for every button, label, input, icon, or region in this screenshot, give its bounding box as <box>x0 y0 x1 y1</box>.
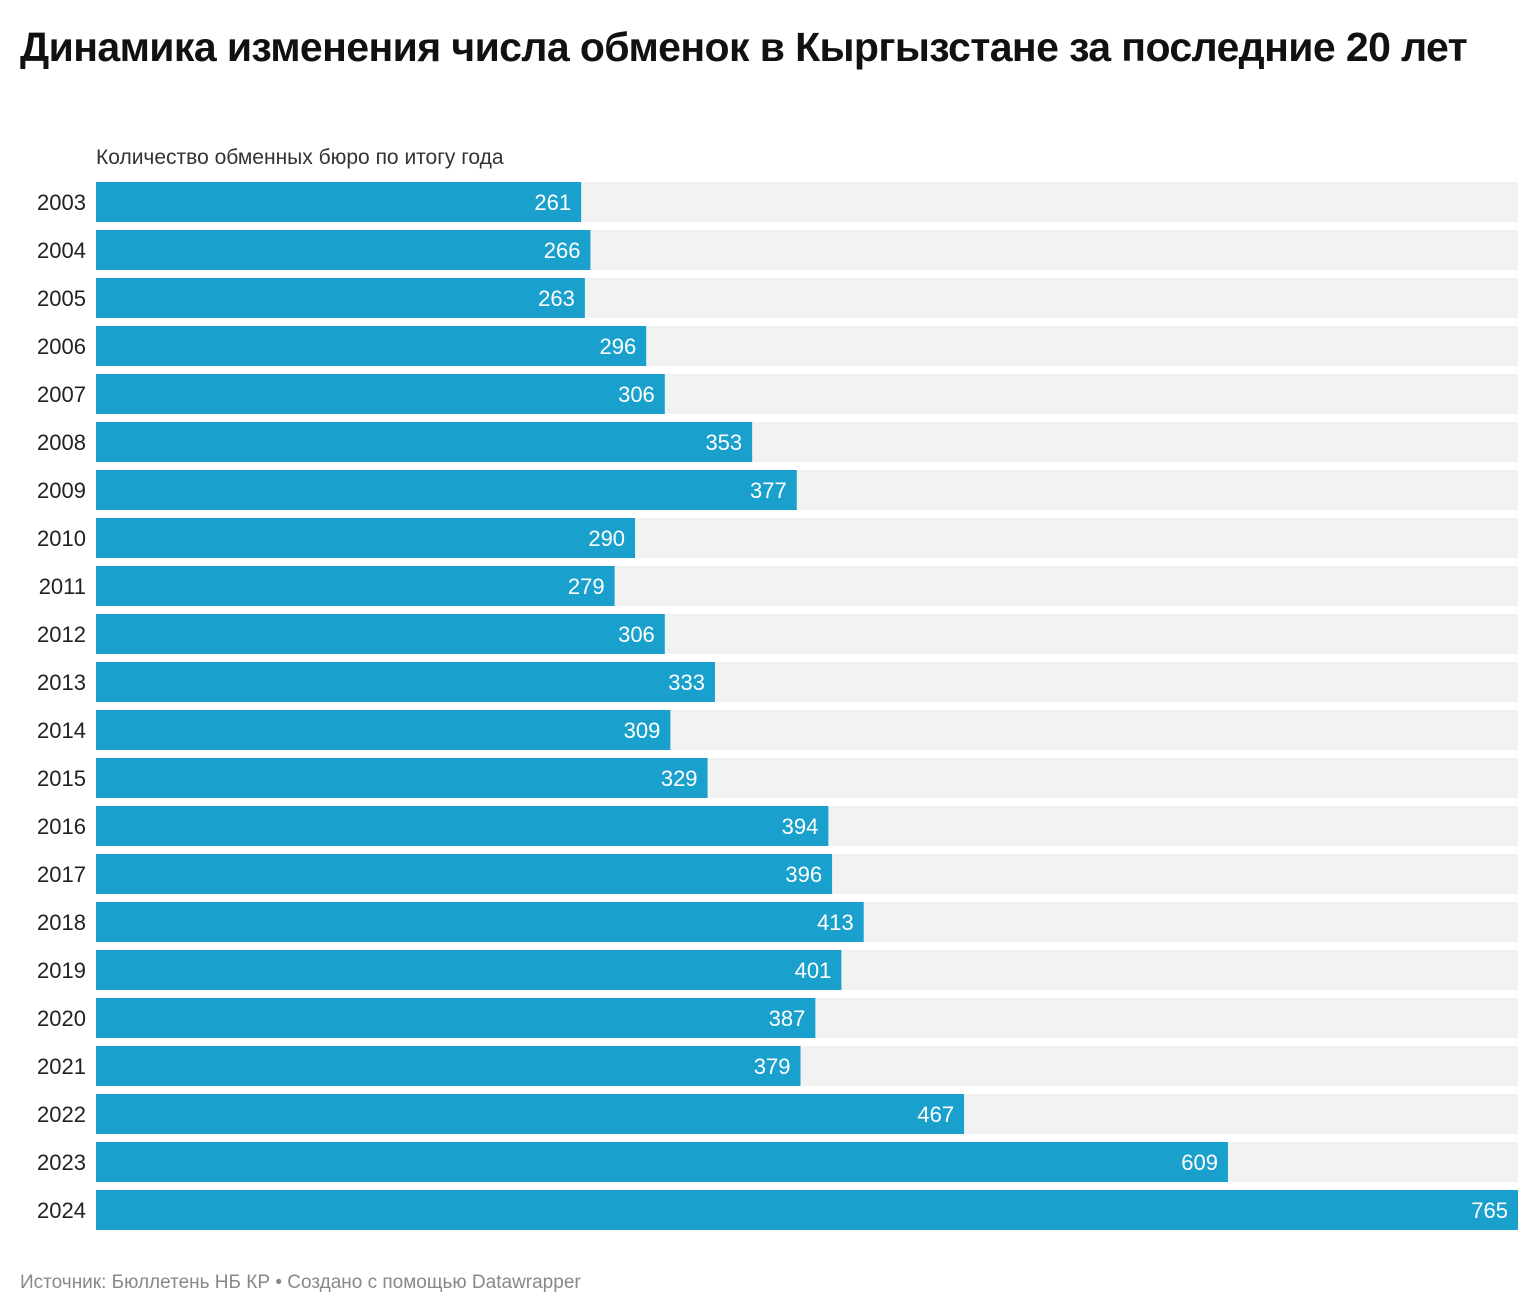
value-label: 765 <box>1471 1198 1508 1223</box>
value-label: 401 <box>795 958 832 983</box>
bar-row-2018: 2018 413 <box>37 902 1518 942</box>
category-label: 2015 <box>37 766 86 791</box>
bar-chart: 2003 261 2004 266 2005 263 2006 296 2007 306 2008 3… <box>37 182 1518 1230</box>
value-label: 261 <box>534 190 571 215</box>
category-label: 2012 <box>37 622 86 647</box>
category-label: 2018 <box>37 910 86 935</box>
value-label: 309 <box>624 718 661 743</box>
value-label: 413 <box>817 910 854 935</box>
category-label: 2014 <box>37 718 86 743</box>
bar-2021[interactable] <box>96 1046 801 1086</box>
category-label: 2023 <box>37 1150 86 1175</box>
value-label: 379 <box>754 1054 791 1079</box>
bar-row-2006: 2006 296 <box>37 326 1518 366</box>
value-label: 377 <box>750 478 787 503</box>
bar-2024[interactable] <box>96 1190 1518 1230</box>
category-label: 2021 <box>37 1054 86 1079</box>
bar-row-2019: 2019 401 <box>37 950 1518 990</box>
bar-2023[interactable] <box>96 1142 1229 1182</box>
chart-footer: Источник: Бюллетень НБ КР • Создано с по… <box>20 1271 581 1295</box>
bar-row-2004: 2004 266 <box>37 230 1518 270</box>
bar-row-2017: 2017 396 <box>37 854 1518 894</box>
bar-row-2009: 2009 377 <box>37 470 1518 510</box>
value-label: 290 <box>588 526 625 551</box>
category-label: 2020 <box>37 1006 86 1031</box>
bar-2013[interactable] <box>96 662 715 702</box>
bar-row-2016: 2016 394 <box>37 806 1518 846</box>
category-label: 2003 <box>37 190 86 215</box>
value-label: 396 <box>785 862 822 887</box>
footer-separator: • <box>275 1272 282 1293</box>
source-label: Источник: <box>20 1272 107 1293</box>
category-label: 2019 <box>37 958 86 983</box>
category-label: 2011 <box>39 574 86 599</box>
bar-row-2005: 2005 263 <box>37 278 1518 318</box>
category-label: 2022 <box>37 1102 86 1127</box>
bar-2003[interactable] <box>96 182 582 222</box>
category-label: 2013 <box>37 670 86 695</box>
bar-row-2008: 2008 353 <box>37 422 1518 462</box>
value-label: 467 <box>917 1102 954 1127</box>
bar-row-2003: 2003 261 <box>37 182 1518 222</box>
bar-2009[interactable] <box>96 470 797 510</box>
bar-row-2022: 2022 467 <box>37 1094 1518 1134</box>
category-label: 2017 <box>37 862 86 887</box>
bar-2016[interactable] <box>96 806 829 846</box>
bar-2014[interactable] <box>96 710 671 750</box>
value-label: 329 <box>661 766 698 791</box>
chart-title: Динамика изменения числа обменок в Кыргы… <box>20 24 1468 70</box>
category-label: 2010 <box>37 526 86 551</box>
category-label: 2024 <box>37 1198 86 1223</box>
bar-row-2021: 2021 379 <box>37 1046 1518 1086</box>
value-label: 279 <box>568 574 605 599</box>
bar-2012[interactable] <box>96 614 665 654</box>
category-label: 2004 <box>37 238 86 263</box>
value-label: 266 <box>544 238 581 263</box>
bar-2011[interactable] <box>96 566 615 606</box>
value-label: 333 <box>668 670 705 695</box>
bar-row-2010: 2010 290 <box>37 518 1518 558</box>
bar-row-2013: 2013 333 <box>37 662 1518 702</box>
source-link[interactable]: Бюллетень НБ КР <box>111 1272 271 1293</box>
bar-2018[interactable] <box>96 902 864 942</box>
value-label: 394 <box>782 814 819 839</box>
bar-row-2007: 2007 306 <box>37 374 1518 414</box>
bar-row-2024: 2024 765 <box>37 1190 1518 1230</box>
value-label: 263 <box>538 286 575 311</box>
bar-row-2023: 2023 609 <box>37 1142 1518 1182</box>
bar-row-2015: 2015 329 <box>37 758 1518 798</box>
bar-row-2011: 2011 279 <box>39 566 1518 606</box>
category-label: 2008 <box>37 430 86 455</box>
value-label: 306 <box>618 382 655 407</box>
bar-2020[interactable] <box>96 998 816 1038</box>
chart-subtitle: Количество обменных бюро по итогу года <box>96 146 504 169</box>
bar-2007[interactable] <box>96 374 665 414</box>
bar-row-2020: 2020 387 <box>37 998 1518 1038</box>
bar-2005[interactable] <box>96 278 585 318</box>
value-label: 353 <box>705 430 742 455</box>
category-label: 2009 <box>37 478 86 503</box>
bar-2019[interactable] <box>96 950 842 990</box>
credit-link[interactable]: Создано с помощью Datawrapper <box>287 1272 581 1293</box>
category-label: 2016 <box>37 814 86 839</box>
category-label: 2005 <box>37 286 86 311</box>
bar-2022[interactable] <box>96 1094 965 1134</box>
bar-2008[interactable] <box>96 422 753 462</box>
bar-2015[interactable] <box>96 758 708 798</box>
category-label: 2006 <box>37 334 86 359</box>
bar-2010[interactable] <box>96 518 636 558</box>
bar-row-2014: 2014 309 <box>37 710 1518 750</box>
value-label: 387 <box>769 1006 806 1031</box>
bar-row-2012: 2012 306 <box>37 614 1518 654</box>
value-label: 609 <box>1181 1150 1218 1175</box>
bar-2017[interactable] <box>96 854 833 894</box>
bar-2004[interactable] <box>96 230 591 270</box>
bar-2006[interactable] <box>96 326 647 366</box>
value-label: 296 <box>599 334 636 359</box>
value-label: 306 <box>618 622 655 647</box>
category-label: 2007 <box>37 382 86 407</box>
